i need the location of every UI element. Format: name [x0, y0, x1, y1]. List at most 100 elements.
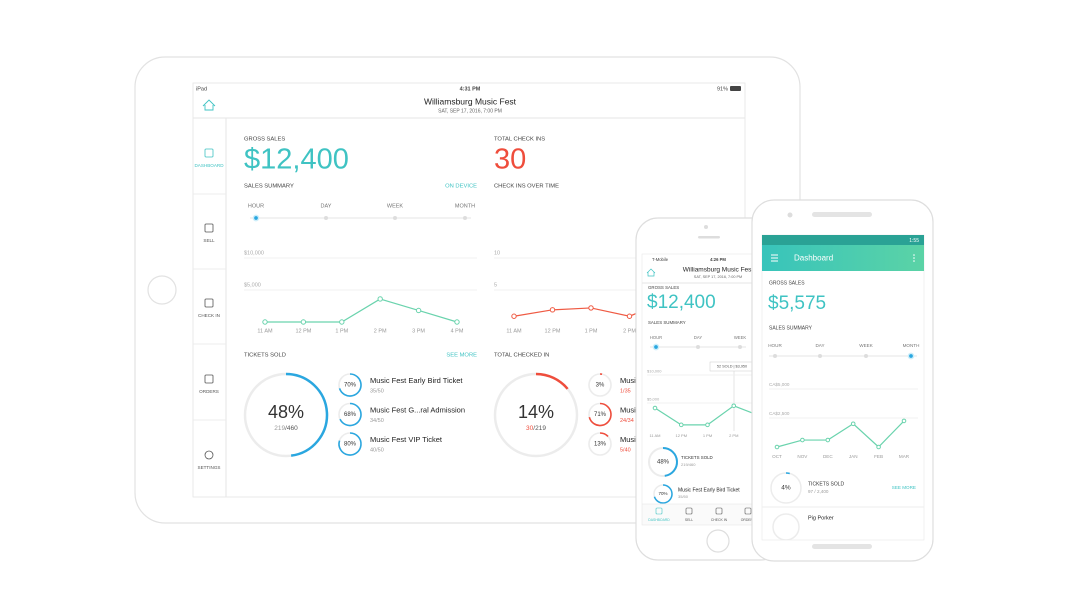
percent: 68% [344, 412, 357, 418]
percent: 14% [518, 402, 554, 422]
nav-label[interactable]: SELL [203, 238, 215, 243]
label: 1:55 [909, 238, 919, 244]
point [801, 438, 805, 442]
tab-label[interactable]: CHECK IN [711, 518, 728, 522]
tab-label[interactable]: SELL [685, 518, 693, 522]
overflow-icon[interactable] [913, 254, 915, 256]
tab-dot[interactable] [908, 353, 913, 358]
tab-dot[interactable] [653, 344, 658, 349]
battery-icon [730, 86, 741, 91]
point [378, 297, 382, 301]
tab-dot[interactable] [393, 216, 397, 220]
y-tick-label: $5,000 [244, 283, 261, 289]
x-tick-label: 1 PM [335, 328, 348, 334]
label: 4:26 PM [710, 257, 726, 262]
tab-dot[interactable] [324, 216, 328, 220]
x-tick-label: OCT [772, 454, 782, 459]
percent: 48% [268, 402, 304, 422]
tab[interactable]: DAY [694, 335, 703, 340]
tab[interactable]: WEEK [734, 335, 747, 340]
percent: 70% [344, 383, 357, 389]
tab-dot[interactable] [696, 345, 700, 349]
x-tick-label: 2 PM [623, 328, 636, 334]
tab[interactable]: MONTH [455, 203, 475, 209]
amount: $5,575 [768, 293, 826, 314]
y-tick-label: 5 [494, 283, 497, 289]
tab-dot[interactable] [864, 354, 868, 358]
x-tick-label: 12 PM [675, 433, 687, 438]
count-part: 219 [274, 425, 285, 432]
y-tick-label: CA$5,000 [769, 382, 790, 387]
item-count: 34/50 [370, 418, 384, 424]
link[interactable]: SEE MORE [892, 485, 916, 490]
label: GROSS SALES [244, 137, 285, 143]
point [826, 438, 830, 442]
tab[interactable]: WEEK [859, 343, 873, 348]
tab[interactable]: MONTH [903, 343, 920, 348]
tab-dot[interactable] [773, 354, 777, 358]
tab-label[interactable]: DASHBOARD [648, 518, 670, 522]
tab-dot[interactable] [463, 216, 467, 220]
link[interactable]: SEE MORE [446, 353, 477, 359]
point [550, 308, 554, 312]
x-tick-label: 3 PM [412, 328, 425, 334]
point [455, 320, 459, 324]
percent: 13% [594, 442, 607, 448]
tab[interactable]: HOUR [650, 335, 662, 340]
x-tick-label: 12 PM [295, 328, 311, 334]
x-tick-label: DEC [823, 454, 833, 459]
point [512, 314, 516, 318]
y-tick-label: $10,000 [244, 251, 264, 257]
tooltip: 52 SOLD | $3,950 [717, 365, 747, 369]
tab-dot[interactable] [738, 345, 742, 349]
tab[interactable]: WEEK [387, 203, 404, 209]
label: 219/460 [681, 462, 696, 467]
tab[interactable]: HOUR [248, 203, 264, 209]
home-button[interactable] [148, 276, 176, 304]
tab[interactable]: DAY [321, 203, 332, 209]
x-tick-label: 2 PM [374, 328, 387, 334]
android-camera [788, 213, 793, 218]
point [416, 308, 420, 312]
x-tick-label: 11 AM [506, 328, 522, 334]
label: TICKETS SOLD [681, 455, 713, 460]
x-tick-label: 11 AM [257, 328, 273, 334]
x-tick-label: 2 PM [729, 433, 738, 438]
x-tick-label: JAN [849, 454, 858, 459]
home-button[interactable] [707, 530, 729, 552]
nav-label[interactable]: SETTINGS [198, 465, 221, 470]
nav-label[interactable]: CHECK IN [198, 313, 220, 318]
status-bar [762, 235, 924, 245]
nav-label[interactable]: ORDERS [199, 389, 219, 394]
nav-label[interactable]: DASHBOARD [194, 163, 224, 168]
overflow-icon[interactable] [913, 260, 915, 262]
label: SALES SUMMARY [244, 184, 294, 190]
tab[interactable]: DAY [815, 343, 824, 348]
label: TOTAL CHECK INS [494, 137, 545, 143]
label: SALES SUMMARY [769, 325, 813, 331]
iphone-camera [704, 225, 708, 229]
item-name: Music Fest VIP Ticket [370, 435, 443, 444]
point [732, 404, 736, 408]
label: 91% [717, 86, 728, 92]
x-tick-label: 1 PM [585, 328, 598, 334]
android-speaker [812, 544, 872, 549]
item-name: Pig Porker [808, 515, 834, 521]
point [679, 423, 683, 427]
overflow-icon[interactable] [913, 257, 915, 259]
label: TICKETS SOLD [244, 353, 286, 359]
percent: 71% [594, 412, 607, 418]
item-name: Music Fest G...ral Admission [370, 405, 465, 414]
item-count: 1/35 [620, 388, 631, 394]
tab-dot[interactable] [253, 215, 258, 220]
label: SAT, SEP 17, 2016, 7:00 PM [438, 108, 502, 114]
app-bar [762, 245, 924, 271]
amount: 30 [494, 144, 526, 176]
link[interactable]: ON DEVICE [445, 184, 477, 190]
item-name: Music Fest Early Bird Ticket [370, 376, 463, 385]
x-tick-label: 12 PM [545, 328, 561, 334]
tab[interactable]: HOUR [768, 343, 782, 348]
tab-dot[interactable] [818, 354, 822, 358]
item-count: 24/34 [620, 418, 634, 424]
